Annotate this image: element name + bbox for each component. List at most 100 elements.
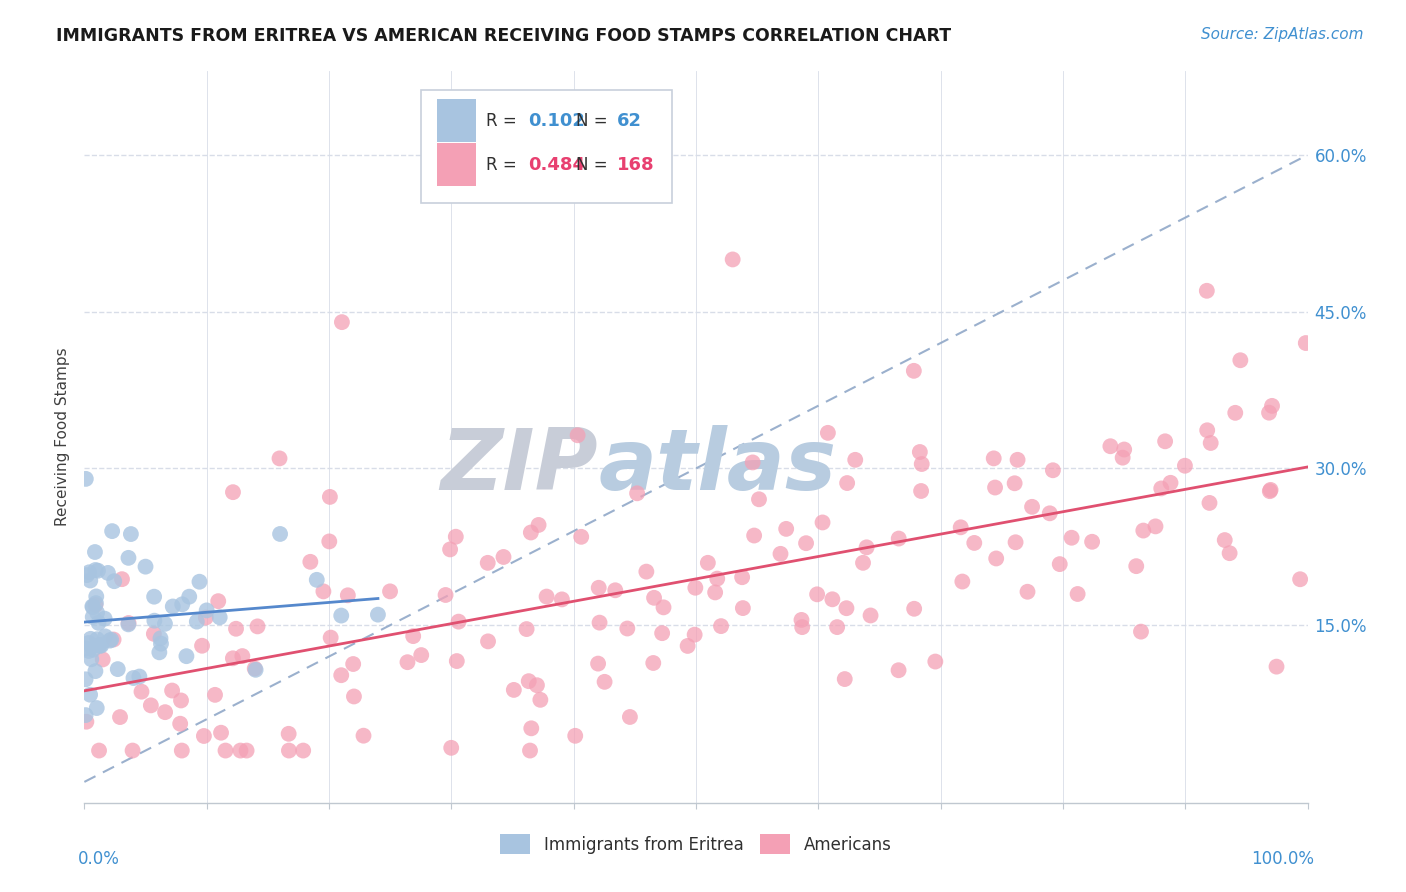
Point bbox=[1260, 483, 1282, 497]
Point bbox=[101, 524, 124, 538]
Point bbox=[82, 642, 104, 657]
Point bbox=[1225, 406, 1247, 420]
Text: R =: R = bbox=[485, 156, 522, 174]
Point bbox=[477, 556, 499, 570]
Text: atlas: atlas bbox=[598, 425, 837, 508]
Point bbox=[520, 525, 543, 540]
Point bbox=[343, 690, 366, 704]
Text: Source: ZipAtlas.com: Source: ZipAtlas.com bbox=[1201, 27, 1364, 42]
Point bbox=[225, 622, 247, 636]
Point bbox=[444, 530, 467, 544]
Point bbox=[1021, 500, 1043, 514]
Legend: Immigrants from Eritrea, Americans: Immigrants from Eritrea, Americans bbox=[494, 828, 898, 860]
Point bbox=[1261, 399, 1284, 413]
Point bbox=[292, 743, 315, 757]
Point bbox=[214, 743, 236, 757]
Point bbox=[89, 639, 111, 653]
Point bbox=[402, 629, 425, 643]
Point bbox=[170, 743, 193, 757]
Point bbox=[330, 315, 353, 329]
Point bbox=[1199, 436, 1222, 450]
Point bbox=[103, 632, 125, 647]
Text: 168: 168 bbox=[616, 156, 654, 174]
Point bbox=[179, 590, 201, 604]
Point bbox=[963, 536, 986, 550]
Point bbox=[447, 615, 470, 629]
Point bbox=[86, 701, 108, 715]
Point bbox=[188, 574, 211, 589]
Point bbox=[593, 674, 616, 689]
Point bbox=[378, 584, 401, 599]
Point bbox=[1229, 353, 1251, 368]
Point bbox=[269, 527, 291, 541]
Point bbox=[299, 555, 322, 569]
Point bbox=[150, 637, 173, 651]
Text: IMMIGRANTS FROM ERITREA VS AMERICAN RECEIVING FOOD STAMPS CORRELATION CHART: IMMIGRANTS FROM ERITREA VS AMERICAN RECE… bbox=[56, 27, 952, 45]
Point bbox=[1066, 587, 1088, 601]
Text: 0.0%: 0.0% bbox=[79, 850, 120, 868]
Point bbox=[79, 632, 101, 646]
Point bbox=[143, 614, 166, 628]
Point bbox=[741, 455, 763, 469]
Point bbox=[1144, 519, 1167, 533]
Point bbox=[122, 671, 145, 685]
Point bbox=[1197, 423, 1219, 437]
Point bbox=[1007, 452, 1029, 467]
Point bbox=[825, 620, 848, 634]
Point bbox=[910, 483, 932, 498]
Point bbox=[209, 725, 232, 739]
Point bbox=[312, 584, 335, 599]
Point bbox=[278, 743, 301, 757]
Point bbox=[626, 486, 648, 500]
Point bbox=[1125, 559, 1147, 574]
Point bbox=[794, 536, 817, 550]
Point bbox=[139, 698, 162, 713]
Point bbox=[87, 615, 110, 630]
Point bbox=[527, 518, 550, 533]
Point bbox=[162, 599, 184, 614]
Point bbox=[859, 608, 882, 623]
Point bbox=[80, 652, 103, 666]
Point bbox=[520, 721, 543, 735]
Point bbox=[411, 648, 433, 662]
Point bbox=[1195, 284, 1218, 298]
Text: 62: 62 bbox=[616, 112, 641, 130]
Point bbox=[855, 541, 877, 555]
Point bbox=[586, 657, 609, 671]
Point bbox=[1258, 484, 1281, 499]
Point bbox=[706, 572, 728, 586]
Point bbox=[330, 608, 353, 623]
Point bbox=[1060, 531, 1083, 545]
Point bbox=[1042, 463, 1064, 477]
Point bbox=[77, 566, 100, 580]
Point bbox=[87, 638, 110, 652]
Point bbox=[84, 596, 107, 610]
Point bbox=[984, 481, 1007, 495]
Point bbox=[704, 585, 727, 599]
Point bbox=[120, 527, 142, 541]
Point bbox=[844, 453, 866, 467]
Point bbox=[76, 568, 98, 582]
Point bbox=[172, 597, 194, 611]
Point bbox=[567, 428, 589, 442]
Point bbox=[108, 710, 131, 724]
Point bbox=[336, 588, 359, 602]
FancyBboxPatch shape bbox=[437, 143, 475, 186]
Point bbox=[319, 631, 342, 645]
Point bbox=[1219, 546, 1241, 560]
Point bbox=[186, 615, 208, 629]
FancyBboxPatch shape bbox=[437, 99, 475, 143]
Point bbox=[1258, 406, 1281, 420]
Point bbox=[75, 714, 97, 729]
Point bbox=[569, 530, 592, 544]
Point bbox=[1114, 442, 1136, 457]
Point bbox=[526, 678, 548, 692]
Point bbox=[710, 619, 733, 633]
Point bbox=[529, 693, 551, 707]
Point bbox=[588, 581, 610, 595]
Point bbox=[84, 590, 107, 604]
Point bbox=[835, 601, 858, 615]
Text: R =: R = bbox=[485, 112, 522, 130]
Text: 100.0%: 100.0% bbox=[1251, 850, 1313, 868]
Point bbox=[903, 601, 925, 615]
